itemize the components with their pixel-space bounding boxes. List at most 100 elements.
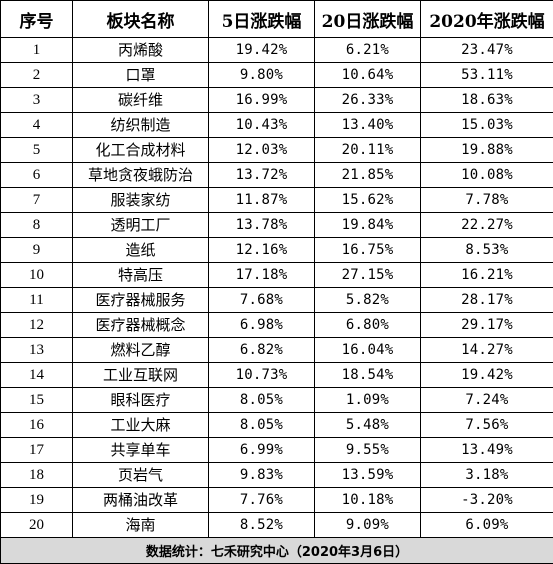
- row-2020-change: 23.47%: [421, 38, 553, 63]
- row-20day-change: 6.80%: [315, 313, 421, 338]
- row-20day-change: 15.62%: [315, 188, 421, 213]
- row-5day-change: 6.82%: [209, 338, 315, 363]
- row-20day-change: 20.11%: [315, 138, 421, 163]
- row-5day-change: 8.52%: [209, 513, 315, 538]
- row-5day-change: 16.99%: [209, 88, 315, 113]
- row-5day-change: 12.03%: [209, 138, 315, 163]
- footer-row: 数据统计：七禾研究中心（2020年3月6日）: [1, 538, 553, 564]
- row-sector-name: 纺织制造: [73, 113, 209, 138]
- row-2020-change: 53.11%: [421, 63, 553, 88]
- row-20day-change: 16.04%: [315, 338, 421, 363]
- row-20day-change: 6.21%: [315, 38, 421, 63]
- row-2020-change: 14.27%: [421, 338, 553, 363]
- row-sector-name: 透明工厂: [73, 213, 209, 238]
- row-sector-name: 丙烯酸: [73, 38, 209, 63]
- row-5day-change: 8.05%: [209, 413, 315, 438]
- row-index: 15: [1, 388, 73, 413]
- row-index: 4: [1, 113, 73, 138]
- row-5day-change: 6.98%: [209, 313, 315, 338]
- row-2020-change: 6.09%: [421, 513, 553, 538]
- row-20day-change: 13.59%: [315, 463, 421, 488]
- row-sector-name: 草地贪夜蛾防治: [73, 163, 209, 188]
- row-index: 5: [1, 138, 73, 163]
- row-5day-change: 9.83%: [209, 463, 315, 488]
- row-sector-name: 医疗器械概念: [73, 313, 209, 338]
- row-5day-change: 6.99%: [209, 438, 315, 463]
- header-2020-change: 2020年涨跌幅: [421, 1, 553, 38]
- row-sector-name: 共享单车: [73, 438, 209, 463]
- row-20day-change: 16.75%: [315, 238, 421, 263]
- row-5day-change: 10.73%: [209, 363, 315, 388]
- row-2020-change: 15.03%: [421, 113, 553, 138]
- row-2020-change: 18.63%: [421, 88, 553, 113]
- row-sector-name: 服装家纺: [73, 188, 209, 213]
- row-5day-change: 11.87%: [209, 188, 315, 213]
- row-index: 9: [1, 238, 73, 263]
- row-5day-change: 12.16%: [209, 238, 315, 263]
- header-index: 序号: [1, 1, 73, 38]
- row-sector-name: 页岩气: [73, 463, 209, 488]
- row-index: 3: [1, 88, 73, 113]
- row-sector-name: 工业大麻: [73, 413, 209, 438]
- header-5day-change: 5日涨跌幅: [209, 1, 315, 38]
- row-20day-change: 5.82%: [315, 288, 421, 313]
- row-2020-change: 7.56%: [421, 413, 553, 438]
- row-sector-name: 碳纤维: [73, 88, 209, 113]
- row-index: 7: [1, 188, 73, 213]
- row-sector-name: 海南: [73, 513, 209, 538]
- row-2020-change: 3.18%: [421, 463, 553, 488]
- row-5day-change: 19.42%: [209, 38, 315, 63]
- header-row: 序号 板块名称 5日涨跌幅 20日涨跌幅 2020年涨跌幅: [1, 1, 553, 38]
- row-20day-change: 9.09%: [315, 513, 421, 538]
- row-5day-change: 8.05%: [209, 388, 315, 413]
- row-20day-change: 18.54%: [315, 363, 421, 388]
- row-20day-change: 26.33%: [315, 88, 421, 113]
- row-20day-change: 9.55%: [315, 438, 421, 463]
- row-2020-change: 7.78%: [421, 188, 553, 213]
- row-sector-name: 眼科医疗: [73, 388, 209, 413]
- row-sector-name: 燃料乙醇: [73, 338, 209, 363]
- row-index: 12: [1, 313, 73, 338]
- row-index: 11: [1, 288, 73, 313]
- row-index: 2: [1, 63, 73, 88]
- row-5day-change: 9.80%: [209, 63, 315, 88]
- row-2020-change: 10.08%: [421, 163, 553, 188]
- row-5day-change: 13.78%: [209, 213, 315, 238]
- row-5day-change: 17.18%: [209, 263, 315, 288]
- row-5day-change: 10.43%: [209, 113, 315, 138]
- row-sector-name: 化工合成材料: [73, 138, 209, 163]
- row-5day-change: 13.72%: [209, 163, 315, 188]
- row-20day-change: 13.40%: [315, 113, 421, 138]
- row-index: 10: [1, 263, 73, 288]
- row-index: 14: [1, 363, 73, 388]
- row-20day-change: 1.09%: [315, 388, 421, 413]
- row-index: 13: [1, 338, 73, 363]
- row-index: 16: [1, 413, 73, 438]
- row-index: 8: [1, 213, 73, 238]
- row-sector-name: 口罩: [73, 63, 209, 88]
- row-5day-change: 7.76%: [209, 488, 315, 513]
- row-sector-name: 特高压: [73, 263, 209, 288]
- row-20day-change: 19.84%: [315, 213, 421, 238]
- row-index: 20: [1, 513, 73, 538]
- row-20day-change: 27.15%: [315, 263, 421, 288]
- row-index: 17: [1, 438, 73, 463]
- header-sector-name: 板块名称: [73, 1, 209, 38]
- row-20day-change: 21.85%: [315, 163, 421, 188]
